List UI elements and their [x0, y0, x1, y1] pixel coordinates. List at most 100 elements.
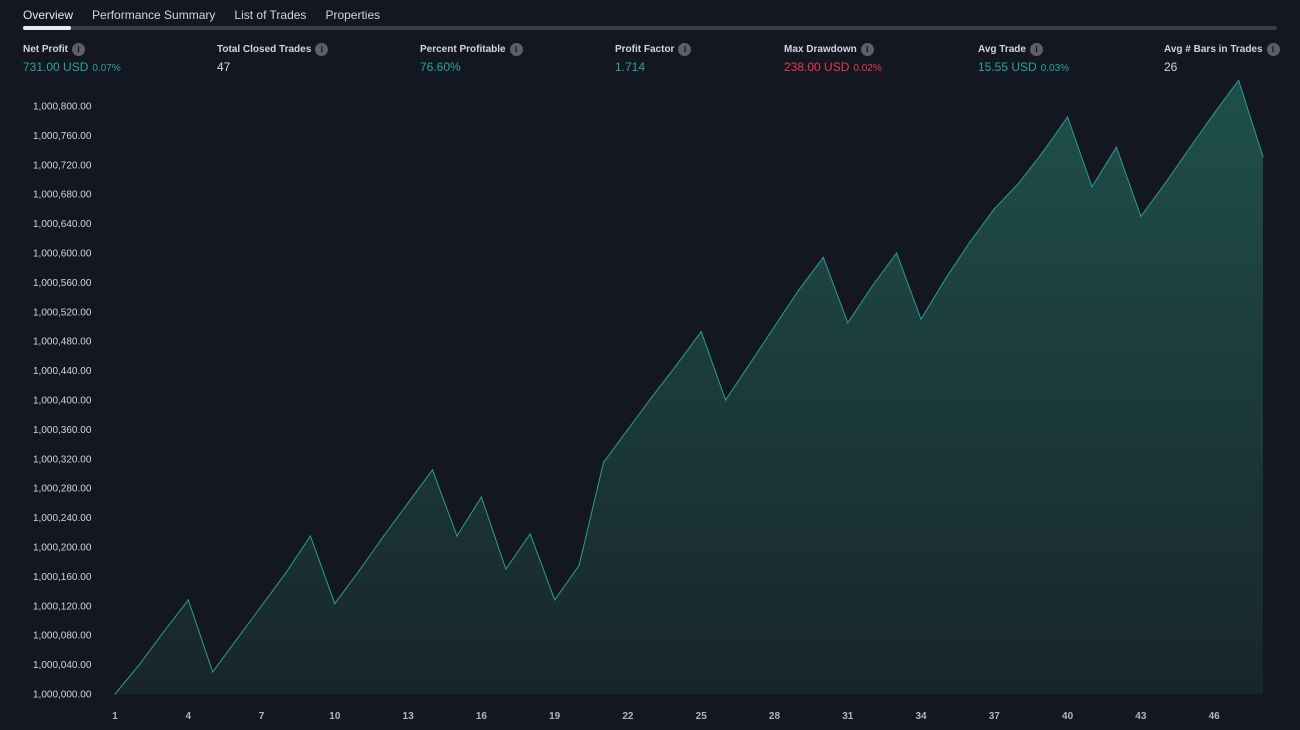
- data-point: [212, 671, 214, 673]
- x-tick-label: 13: [403, 711, 415, 722]
- metric-value: 731.00 USD: [23, 60, 89, 74]
- x-tick-label: 40: [1062, 711, 1074, 722]
- y-tick-label: 1,000,000.00: [33, 690, 92, 701]
- data-point: [822, 256, 824, 258]
- y-tick-label: 1,000,320.00: [33, 454, 92, 465]
- data-point: [1189, 147, 1191, 149]
- data-point: [236, 638, 238, 640]
- data-point: [1262, 156, 1264, 158]
- tab-properties[interactable]: Properties: [325, 8, 381, 22]
- x-tick-label: 10: [329, 711, 341, 722]
- metric-title: Avg Trade: [978, 44, 1026, 55]
- active-tab-indicator: [23, 26, 71, 30]
- metric-percent-profitable: Percent Profitable i 76.60%: [420, 43, 523, 76]
- x-tick-label: 43: [1135, 711, 1147, 722]
- metric-percent: 0.07%: [92, 63, 121, 74]
- metric-value: 15.55 USD: [978, 60, 1037, 74]
- metric-avg-trade: Avg Trade i 15.55 USD 0.03%: [978, 43, 1069, 76]
- y-tick-label: 1,000,080.00: [33, 631, 92, 642]
- data-point: [334, 603, 336, 605]
- y-tick-label: 1,000,400.00: [33, 396, 92, 407]
- x-tick-label: 31: [842, 711, 854, 722]
- metric-title: Max Drawdown: [784, 44, 857, 55]
- metric-value: 26: [1164, 60, 1178, 74]
- data-point: [1018, 182, 1020, 184]
- data-point: [358, 569, 360, 572]
- data-point: [969, 241, 971, 243]
- y-tick-label: 1,000,640.00: [33, 219, 92, 230]
- info-icon[interactable]: i: [678, 43, 692, 56]
- x-tick-label: 1: [112, 711, 118, 722]
- data-point: [725, 399, 727, 401]
- metric-value: 1.714: [615, 60, 646, 74]
- data-point: [1238, 79, 1240, 81]
- data-point: [651, 395, 654, 397]
- metric-title: Net Profit: [23, 44, 68, 55]
- data-point: [1140, 215, 1142, 217]
- data-point: [1164, 182, 1166, 184]
- x-tick-label: 25: [696, 711, 708, 722]
- y-tick-label: 1,000,800.00: [33, 102, 92, 113]
- info-icon[interactable]: i: [509, 43, 523, 56]
- info-icon[interactable]: i: [1029, 43, 1043, 56]
- data-point: [138, 664, 140, 666]
- x-tick-label: 28: [769, 711, 781, 722]
- info-icon[interactable]: i: [860, 43, 874, 56]
- x-tick-label: 16: [476, 711, 488, 722]
- metric-avg-bars-in-trades: Avg # Bars in Trades i 26: [1164, 43, 1280, 76]
- tab-list-of-trades[interactable]: List of Trades: [234, 8, 307, 22]
- data-point: [700, 331, 702, 333]
- y-tick-label: 1,000,560.00: [33, 278, 92, 289]
- metric-title: Percent Profitable: [420, 44, 506, 55]
- equity-series: [114, 79, 1264, 695]
- data-point: [1067, 116, 1069, 118]
- data-point: [309, 535, 311, 537]
- y-tick-label: 1,000,480.00: [33, 337, 92, 348]
- metric-title: Total Closed Trades: [217, 44, 312, 55]
- x-tick-label: 22: [622, 711, 634, 722]
- data-point: [798, 289, 800, 291]
- y-tick-label: 1,000,200.00: [33, 543, 92, 554]
- tab-performance-summary[interactable]: Performance Summary: [92, 8, 216, 22]
- x-tick-label: 19: [549, 711, 561, 722]
- equity-area: [115, 80, 1263, 695]
- y-axis: 1,000,000.00 1,000,040.00 1,000,080.00 1,00…: [33, 102, 92, 701]
- tab-overview[interactable]: Overview: [23, 8, 74, 22]
- data-point: [505, 568, 507, 570]
- tab-track: [23, 26, 1277, 30]
- data-point: [407, 502, 409, 504]
- y-tick-label: 1,000,160.00: [33, 572, 92, 583]
- metric-percent: 0.02%: [853, 63, 882, 74]
- y-tick-label: 1,000,600.00: [33, 249, 92, 260]
- data-point: [578, 564, 580, 567]
- x-tick-label: 37: [989, 711, 1001, 722]
- data-point: [871, 285, 873, 287]
- metric-profit-factor: Profit Factor i 1.714: [615, 43, 692, 76]
- y-tick-label: 1,000,760.00: [33, 131, 92, 142]
- data-point: [1115, 146, 1117, 148]
- data-point: [285, 572, 287, 574]
- data-point: [676, 364, 678, 366]
- info-icon[interactable]: i: [1266, 43, 1280, 56]
- y-tick-label: 1,000,520.00: [33, 307, 92, 318]
- y-tick-label: 1,000,120.00: [33, 601, 92, 612]
- metric-total-closed-trades: Total Closed Trades i 47: [217, 43, 329, 76]
- info-icon[interactable]: i: [72, 43, 85, 56]
- y-tick-label: 1,000,680.00: [33, 190, 92, 201]
- metric-title: Profit Factor: [615, 44, 675, 55]
- x-tick-label: 4: [185, 711, 191, 722]
- metric-max-drawdown: Max Drawdown i 238.00 USD 0.02%: [784, 43, 882, 76]
- data-point: [114, 693, 116, 695]
- data-point: [896, 252, 898, 254]
- x-axis: 1 4 7 10 13 16 19 22 25 28 31 34 37 40 43 46: [112, 711, 1220, 722]
- y-tick-label: 1,000,040.00: [33, 660, 92, 671]
- data-point: [749, 362, 751, 364]
- data-point: [847, 322, 849, 324]
- info-icon[interactable]: i: [315, 43, 329, 56]
- data-point: [456, 535, 458, 537]
- data-point: [529, 533, 531, 535]
- data-point: [993, 208, 995, 210]
- data-point: [920, 318, 922, 320]
- y-tick-label: 1,000,240.00: [33, 513, 92, 524]
